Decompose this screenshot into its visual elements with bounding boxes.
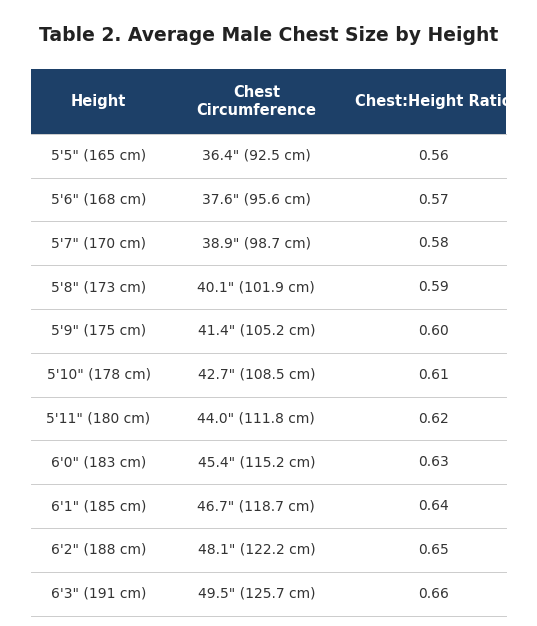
Bar: [31, 69, 506, 134]
Text: 45.4" (115.2 cm): 45.4" (115.2 cm): [198, 455, 315, 470]
Text: 0.65: 0.65: [418, 543, 449, 557]
Text: 44.0" (111.8 cm): 44.0" (111.8 cm): [198, 411, 315, 426]
Text: 0.59: 0.59: [418, 280, 449, 294]
Text: 5'9" (175 cm): 5'9" (175 cm): [51, 324, 146, 338]
Text: 36.4" (92.5 cm): 36.4" (92.5 cm): [202, 149, 311, 163]
Text: 0.63: 0.63: [418, 455, 449, 470]
Text: 0.61: 0.61: [418, 367, 449, 382]
Text: Table 2. Average Male Chest Size by Height: Table 2. Average Male Chest Size by Heig…: [39, 26, 498, 45]
Text: 6'1" (185 cm): 6'1" (185 cm): [51, 499, 146, 513]
Text: 0.57: 0.57: [418, 193, 449, 207]
Text: 48.1" (122.2 cm): 48.1" (122.2 cm): [198, 543, 315, 557]
Text: 0.58: 0.58: [418, 237, 449, 250]
Text: 5'11" (180 cm): 5'11" (180 cm): [47, 411, 150, 426]
Text: 49.5" (125.7 cm): 49.5" (125.7 cm): [198, 587, 315, 601]
Text: 0.64: 0.64: [418, 499, 449, 513]
Text: 6'3" (191 cm): 6'3" (191 cm): [51, 587, 146, 601]
Text: 42.7" (108.5 cm): 42.7" (108.5 cm): [198, 367, 315, 382]
Text: 6'2" (188 cm): 6'2" (188 cm): [51, 543, 146, 557]
Text: 46.7" (118.7 cm): 46.7" (118.7 cm): [198, 499, 315, 513]
Text: Chest:Height Ratio: Chest:Height Ratio: [355, 94, 512, 109]
Text: 38.9" (98.7 cm): 38.9" (98.7 cm): [202, 237, 311, 250]
Text: 0.66: 0.66: [418, 587, 449, 601]
Text: Chest
Circumference: Chest Circumference: [197, 85, 316, 118]
Text: 6'0" (183 cm): 6'0" (183 cm): [51, 455, 146, 470]
Text: 5'7" (170 cm): 5'7" (170 cm): [51, 237, 146, 250]
Text: 40.1" (101.9 cm): 40.1" (101.9 cm): [198, 280, 315, 294]
Text: 5'5" (165 cm): 5'5" (165 cm): [51, 149, 146, 163]
Text: 0.60: 0.60: [418, 324, 449, 338]
Text: 5'6" (168 cm): 5'6" (168 cm): [51, 193, 146, 207]
Text: 37.6" (95.6 cm): 37.6" (95.6 cm): [202, 193, 311, 207]
Text: Height: Height: [71, 94, 126, 109]
Text: 0.62: 0.62: [418, 411, 449, 426]
Text: 41.4" (105.2 cm): 41.4" (105.2 cm): [198, 324, 315, 338]
Text: 5'8" (173 cm): 5'8" (173 cm): [51, 280, 146, 294]
Text: 0.56: 0.56: [418, 149, 449, 163]
Text: 5'10" (178 cm): 5'10" (178 cm): [47, 367, 150, 382]
